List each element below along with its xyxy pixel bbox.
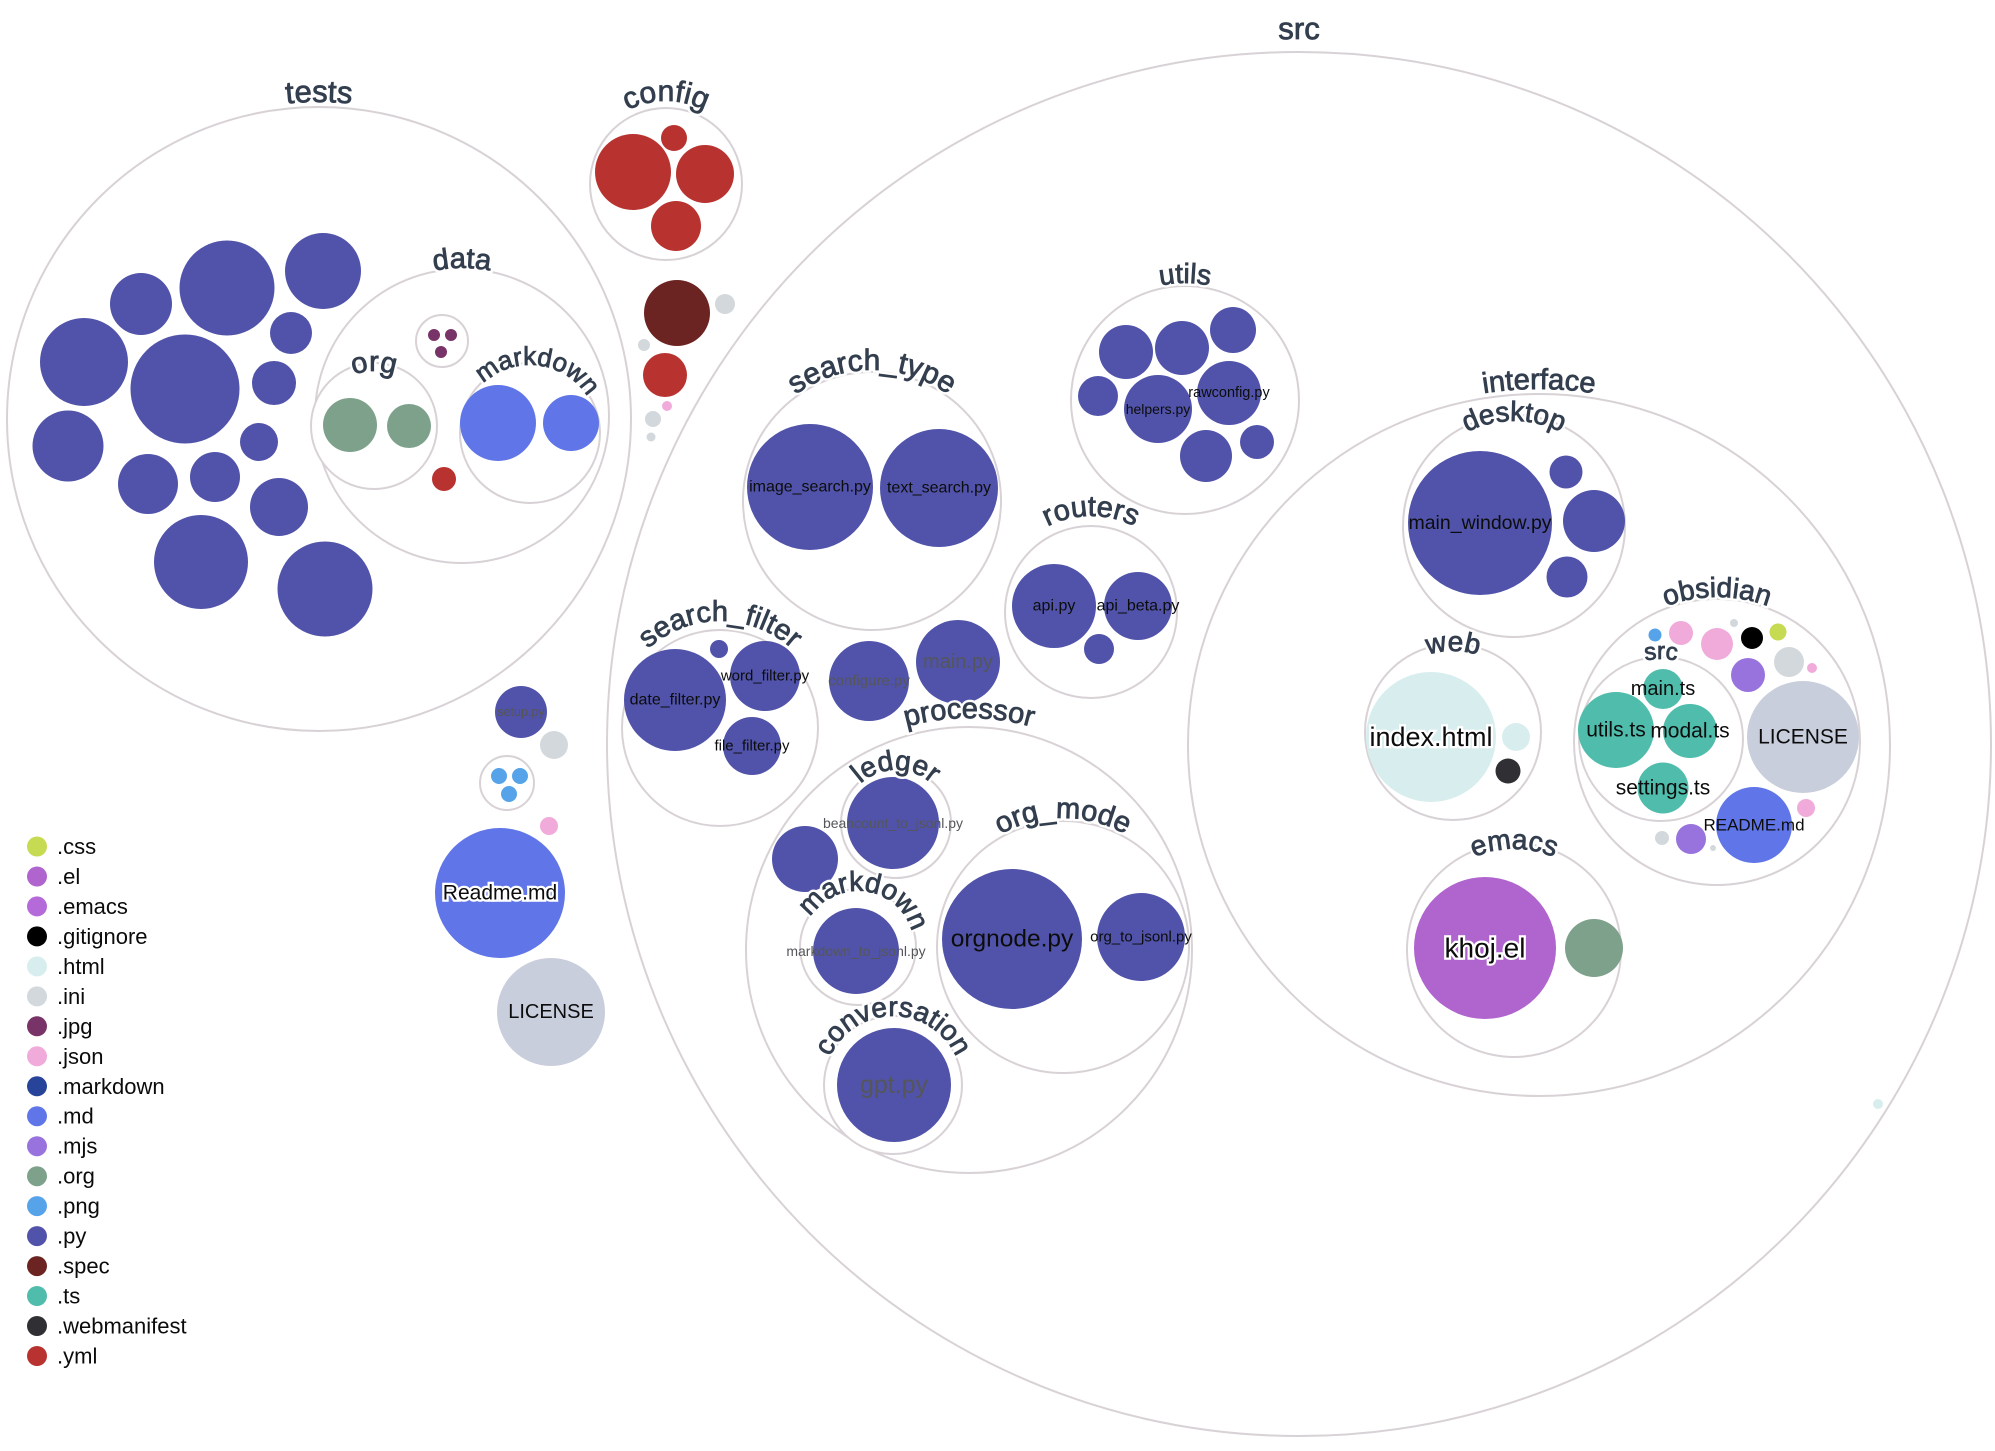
svg-text:.ini: .ini: [57, 984, 85, 1009]
svg-text:.el: .el: [57, 864, 80, 889]
svg-text:api_beta.py: api_beta.py: [1097, 598, 1180, 615]
svg-text:src: src: [1278, 11, 1320, 46]
svg-text:tests: tests: [284, 74, 354, 111]
svg-text:main.py: main.py: [923, 651, 993, 673]
svg-text:main.ts: main.ts: [1631, 678, 1695, 700]
svg-text:web: web: [1422, 626, 1484, 661]
svg-text:image_search.py: image_search.py: [749, 479, 871, 496]
svg-text:.py: .py: [57, 1224, 86, 1249]
svg-text:.mjs: .mjs: [57, 1134, 97, 1159]
svg-text:.gitignore: .gitignore: [57, 924, 148, 949]
svg-text:helpers.py: helpers.py: [1126, 401, 1191, 417]
svg-text:khoj.el: khoj.el: [1445, 933, 1526, 964]
svg-text:.spec: .spec: [57, 1254, 110, 1279]
svg-text:.md: .md: [57, 1104, 94, 1129]
svg-text:org: org: [348, 346, 401, 381]
svg-text:interface: interface: [1480, 364, 1598, 400]
svg-text:text_search.py: text_search.py: [887, 480, 991, 497]
svg-text:.ts: .ts: [57, 1284, 80, 1309]
svg-text:src: src: [1643, 638, 1680, 666]
svg-text:markdown_to_jsonl.py: markdown_to_jsonl.py: [786, 943, 925, 959]
svg-text:word_filter.py: word_filter.py: [720, 668, 810, 685]
svg-text:data: data: [431, 243, 495, 278]
svg-text:modal.ts: modal.ts: [1650, 720, 1729, 743]
svg-text:utils: utils: [1157, 258, 1214, 291]
svg-text:index.html: index.html: [1369, 722, 1492, 752]
svg-text:utils: utils: [1157, 258, 1214, 291]
svg-text:.json: .json: [57, 1044, 103, 1069]
svg-text:web: web: [1422, 626, 1484, 661]
svg-text:.jpg: .jpg: [57, 1014, 92, 1039]
svg-text:README.md: README.md: [1703, 816, 1804, 835]
svg-text:main_window.py: main_window.py: [1408, 512, 1551, 534]
svg-text:Readme.md: Readme.md: [443, 882, 557, 905]
svg-text:.org: .org: [57, 1164, 95, 1189]
svg-text:LICENSE: LICENSE: [508, 1001, 594, 1023]
svg-text:org: org: [348, 346, 401, 381]
svg-text:api.py: api.py: [1033, 598, 1076, 615]
svg-text:.html: .html: [57, 954, 105, 979]
svg-text:.yml: .yml: [57, 1344, 97, 1369]
svg-text:date_filter.py: date_filter.py: [630, 692, 721, 709]
svg-text:file_filter.py: file_filter.py: [714, 738, 790, 755]
svg-text:tests: tests: [284, 74, 354, 111]
svg-text:.markdown: .markdown: [57, 1074, 165, 1099]
svg-text:.css: .css: [57, 834, 96, 859]
svg-text:rawconfig.py: rawconfig.py: [1188, 385, 1270, 401]
svg-text:.png: .png: [57, 1194, 100, 1219]
svg-text:.webmanifest: .webmanifest: [57, 1314, 187, 1339]
svg-text:src: src: [1278, 11, 1320, 46]
svg-text:orgnode.py: orgnode.py: [951, 926, 1074, 953]
svg-text:LICENSE: LICENSE: [1758, 726, 1848, 749]
svg-text:configure.py: configure.py: [828, 673, 910, 690]
svg-text:gpt.py: gpt.py: [860, 1071, 929, 1099]
svg-text:settings.ts: settings.ts: [1616, 777, 1711, 800]
svg-text:.emacs: .emacs: [57, 894, 128, 919]
svg-text:data: data: [431, 243, 495, 278]
svg-text:src: src: [1643, 638, 1680, 666]
svg-text:org_to_jsonl.py: org_to_jsonl.py: [1090, 929, 1192, 946]
svg-text:setup.py: setup.py: [497, 705, 545, 719]
svg-text:beancount_to_jsonl.py: beancount_to_jsonl.py: [823, 815, 963, 831]
svg-text:utils.ts: utils.ts: [1586, 719, 1646, 742]
